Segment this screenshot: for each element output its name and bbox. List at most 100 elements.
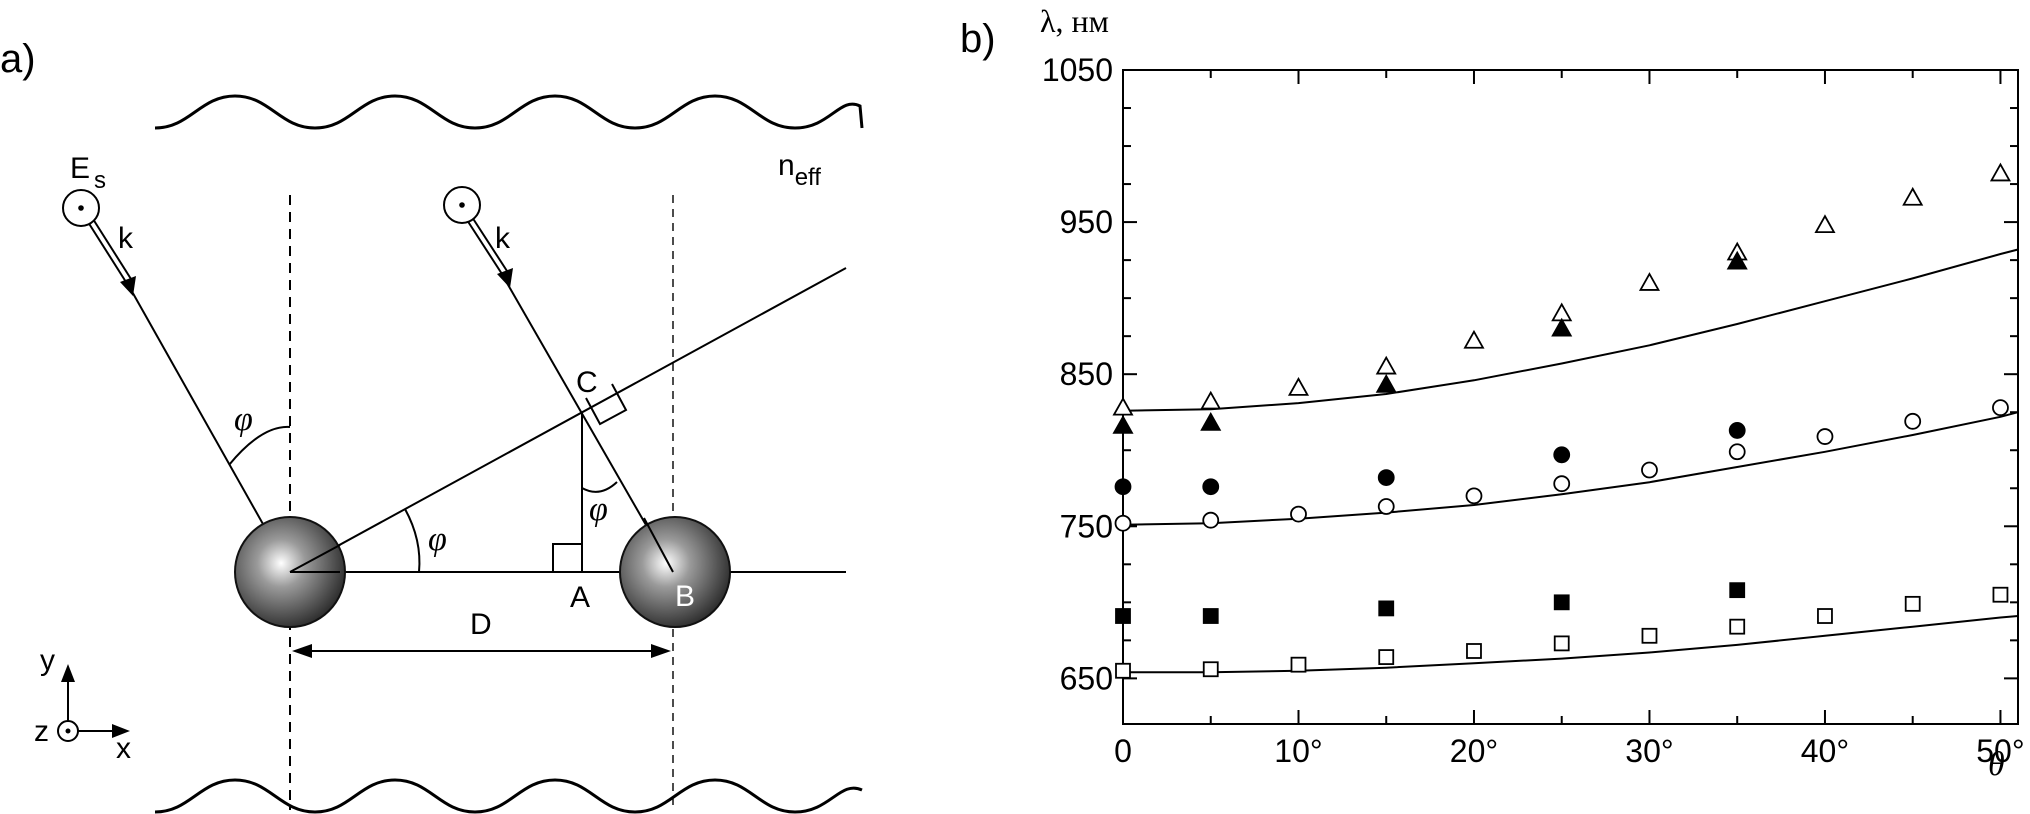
right-angle-mark-a (552, 543, 582, 572)
tick-layer: 650 750 850 950 1050 0 10° 20° 30° 40° 50° (1042, 52, 2025, 769)
triangle-point (1814, 214, 1836, 234)
circle-point (1114, 478, 1132, 496)
square-point (1378, 649, 1395, 665)
x-axis-title: θ (1988, 746, 2005, 783)
circle-point (1465, 487, 1483, 505)
k-arrow-left (87, 218, 136, 296)
axis-x-label: x (116, 732, 131, 765)
y-tick-label: 950 (1060, 204, 1113, 240)
square-point (1202, 661, 1219, 678)
wavefront-inside-a (289, 544, 341, 573)
angle-arc-wavefront (404, 508, 421, 573)
circle-point (1728, 443, 1746, 461)
point-layer (1112, 162, 2011, 679)
square-point (1115, 662, 1131, 679)
top-wavy-boundary (154, 94, 864, 130)
x-tick-label: 40° (1801, 733, 1849, 769)
triangle-point (1375, 355, 1397, 375)
circle-point (1114, 514, 1132, 532)
circle-point (1377, 469, 1395, 487)
y-axis-title: λ, нм (1040, 3, 1109, 39)
triangle-point (1726, 250, 1748, 270)
circle-point (1202, 478, 1220, 496)
medium-index-label: neff (778, 149, 821, 191)
triangle-point (1463, 329, 1485, 349)
point-a-label: A (570, 581, 590, 614)
triangle-point (1375, 373, 1397, 393)
triangle-point (1902, 186, 1924, 206)
square-point (1992, 586, 2009, 603)
phi-label-2: φ (428, 521, 447, 558)
square-point (1817, 608, 1833, 624)
curve-layer (1122, 248, 2019, 674)
panel-b-label: b) (960, 17, 996, 61)
square-point (1729, 582, 1746, 599)
panel-a-label: a) (0, 37, 36, 81)
bottom-wavy-boundary (154, 778, 863, 814)
plot-frame (1122, 69, 2019, 725)
square-point (1466, 643, 1482, 659)
circle-point (1202, 511, 1220, 529)
angle-arc-ray-left (228, 425, 291, 466)
circle-point (1728, 422, 1746, 439)
x-tick-label: 30° (1625, 733, 1673, 769)
triangle-point (1200, 390, 1222, 410)
ray-inside-b (643, 517, 674, 573)
x-tick-label: 50° (1976, 733, 2024, 769)
square-point (1290, 656, 1307, 673)
coordinate-axes (57, 664, 130, 742)
k-label-right: k (495, 222, 511, 255)
panel-a: a) neff (0, 37, 864, 814)
sphere-b (619, 516, 731, 628)
square-point (1553, 635, 1570, 652)
triangle-point (1638, 272, 1661, 291)
circle-point (1290, 505, 1307, 523)
y-tick-label: 850 (1060, 356, 1113, 392)
triangle-point (1112, 396, 1134, 416)
triangle-point (1112, 415, 1134, 434)
square-point (1378, 600, 1395, 617)
phi-label-3: φ (589, 491, 608, 528)
panel-b: b) λ, нм θ 650 750 850 950 1050 0 10° 20° 30° 40°… (960, 3, 2025, 783)
right-angle-mark-c (585, 383, 628, 426)
circle-point (1553, 446, 1571, 464)
circle-point (1992, 399, 2009, 417)
field-circle-left (62, 189, 100, 227)
y-tick-label: 750 (1060, 508, 1113, 544)
circle-point (1816, 428, 1834, 445)
square-point (1729, 618, 1746, 635)
field-circle-right (443, 186, 481, 224)
incident-ray-right (506, 282, 674, 573)
circle-point (1904, 412, 1922, 430)
triangle-point (1551, 317, 1573, 337)
theory-curve-8 (1123, 615, 2019, 674)
theory-curve-6 (1122, 248, 2019, 412)
square-point (1202, 608, 1219, 624)
distance-label: D (470, 608, 492, 641)
angle-arc-c (581, 481, 618, 493)
theory-curve-7 (1122, 411, 2019, 526)
square-point (1115, 608, 1131, 624)
point-c-label: C (576, 366, 598, 399)
distance-arrow (292, 644, 671, 658)
triangle-point (1200, 412, 1222, 431)
wavefront-line (289, 267, 847, 573)
circle-point (1641, 461, 1658, 479)
k-arrow-right (466, 216, 513, 288)
y-tick-label: 650 (1060, 660, 1113, 696)
circle-point (1553, 475, 1571, 493)
square-point (1904, 595, 1921, 612)
y-tick-label: 1050 (1042, 52, 1113, 88)
axis-y-label: y (40, 644, 55, 677)
square-point (1641, 627, 1658, 644)
x-tick-label: 20° (1450, 733, 1498, 769)
point-b-label: B (675, 580, 695, 613)
triangle-point (1287, 377, 1310, 396)
x-tick-label: 0 (1114, 733, 1132, 769)
k-label-left: k (118, 222, 134, 255)
circle-point (1377, 498, 1395, 515)
axis-z-label: z (34, 715, 49, 748)
square-point (1553, 594, 1570, 611)
